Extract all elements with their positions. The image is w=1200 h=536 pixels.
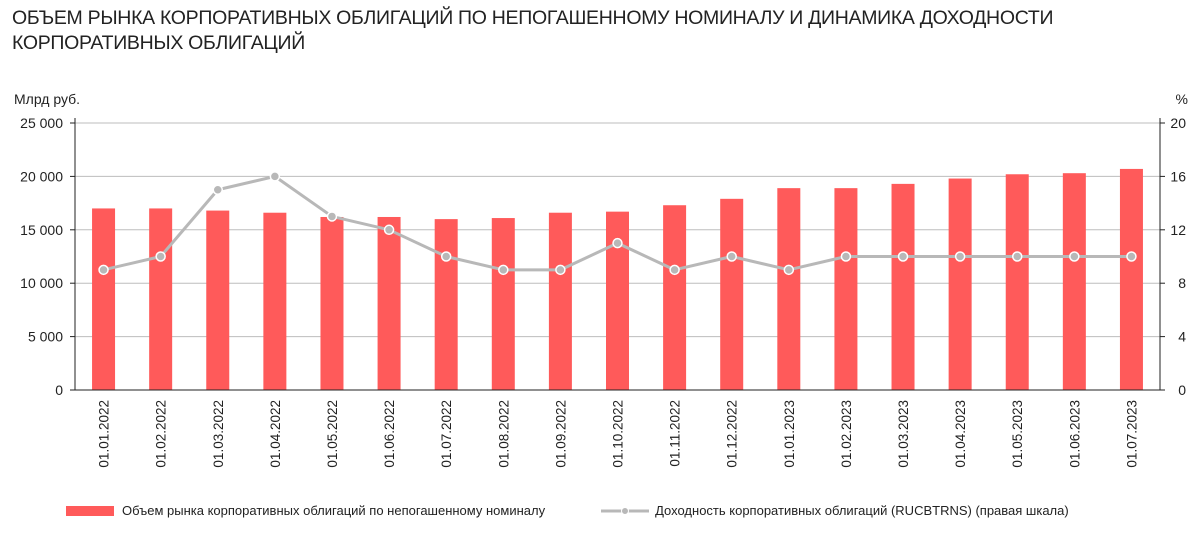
y-axis-label: Млрд руб. — [14, 91, 80, 107]
chart-title: ОБЪЕМ РЫНКА КОРПОРАТИВНЫХ ОБЛИГАЦИЙ ПО Н… — [12, 7, 1054, 54]
x-tick-label: 01.07.2023 — [1124, 400, 1139, 468]
bar — [320, 216, 344, 390]
x-tick-label: 01.04.2023 — [953, 400, 968, 468]
bar — [377, 216, 401, 390]
y-tick-label: 10 000 — [20, 275, 63, 291]
legend: Объем рынка корпоративных облигаций по н… — [66, 503, 1176, 518]
y2-tick-label: 8 — [1178, 275, 1186, 291]
bar — [777, 188, 801, 390]
bar — [720, 198, 744, 390]
x-tick-label: 01.03.2023 — [896, 400, 911, 468]
legend-label-line: Доходность корпоративных облигаций (RUCB… — [655, 503, 1069, 518]
yield-point — [326, 211, 338, 222]
x-tick-label: 01.03.2022 — [211, 400, 226, 468]
bar — [663, 205, 687, 390]
yield-point — [612, 237, 623, 249]
bar — [206, 210, 230, 390]
x-tick-label: 01.01.2023 — [782, 400, 797, 468]
yield-point — [498, 264, 509, 276]
bar — [548, 212, 572, 390]
bar — [491, 218, 515, 390]
legend-bar-swatch — [66, 505, 114, 516]
yield-point — [840, 251, 852, 262]
yield-point — [669, 264, 680, 276]
x-tick-label: 01.01.2022 — [97, 400, 112, 468]
y2-axis-label: % — [1176, 91, 1188, 107]
x-tick-label: 01.11.2022 — [668, 400, 683, 467]
x-tick-label: 01.10.2022 — [611, 400, 626, 468]
yield-point — [1011, 251, 1023, 262]
bar — [834, 188, 858, 390]
bar — [434, 219, 458, 390]
y2-tick-label: 12 — [1170, 222, 1186, 238]
bar — [891, 183, 915, 390]
x-tick-label: 01.02.2023 — [839, 400, 854, 468]
legend-line-swatch — [601, 506, 650, 515]
y2-tick-label: 4 — [1178, 329, 1186, 345]
y-tick-label: 5 000 — [28, 329, 63, 345]
y2-tick-label: 20 — [1170, 115, 1186, 131]
bar — [1119, 168, 1143, 390]
yield-point — [726, 251, 737, 262]
x-tick-label: 01.09.2022 — [553, 400, 568, 468]
yield-point — [155, 251, 166, 262]
yield-point — [954, 251, 966, 262]
yield-point — [555, 264, 566, 276]
bar — [1062, 173, 1086, 390]
x-tick-label: 01.04.2022 — [268, 400, 283, 468]
bar — [263, 212, 287, 390]
x-tick-label: 01.12.2022 — [725, 400, 740, 468]
yield-point — [269, 171, 281, 182]
yield-point — [783, 264, 795, 276]
x-tick-label: 01.06.2022 — [382, 400, 397, 468]
y-tick-label: 25 000 — [20, 115, 63, 131]
bar — [1005, 174, 1029, 390]
x-tick-label: 01.05.2022 — [325, 400, 340, 468]
y2-tick-label: 0 — [1178, 382, 1186, 398]
x-tick-label: 01.07.2022 — [439, 400, 454, 468]
y-tick-label: 15 000 — [20, 222, 63, 238]
bar — [149, 208, 173, 390]
bar — [92, 208, 116, 390]
x-tick-label: 01.08.2022 — [496, 400, 511, 468]
yield-point — [440, 251, 452, 262]
legend-item-line: Доходность корпоративных облигаций (RUCB… — [601, 503, 1069, 518]
legend-label-bars: Объем рынка корпоративных облигаций по н… — [122, 503, 546, 518]
y-tick-label: 0 — [55, 382, 63, 398]
yield-point — [383, 224, 395, 236]
yield-point — [98, 264, 109, 276]
legend-item-bars: Объем рынка корпоративных облигаций по н… — [66, 503, 545, 518]
x-tick-label: 01.06.2023 — [1067, 400, 1082, 468]
x-tick-label: 01.05.2023 — [1010, 400, 1025, 468]
yield-point — [897, 251, 909, 262]
y2-tick-label: 16 — [1170, 168, 1186, 184]
y-tick-label: 20 000 — [20, 168, 63, 184]
bar — [948, 178, 972, 390]
yield-point — [212, 184, 224, 195]
bar — [606, 211, 629, 390]
yield-point — [1126, 251, 1137, 262]
yield-point — [1069, 251, 1080, 262]
x-tick-label: 01.02.2022 — [154, 400, 169, 468]
